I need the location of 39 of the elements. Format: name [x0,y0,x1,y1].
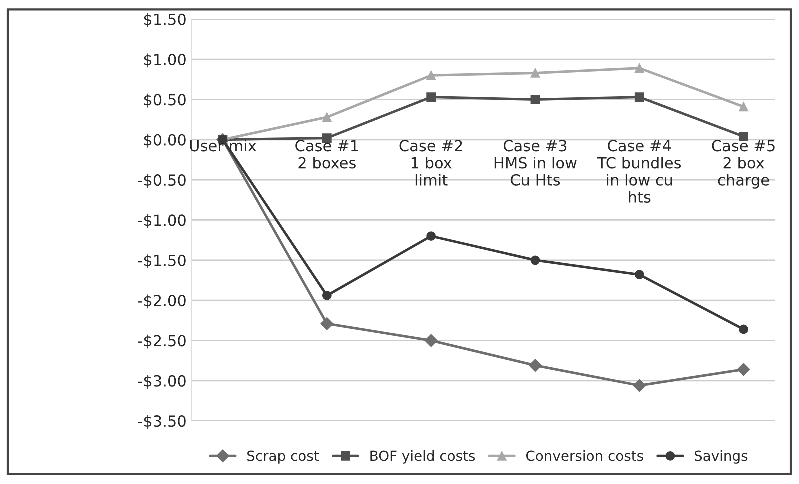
point [529,359,542,372]
y-tick-label: $0.50 [144,94,186,108]
point [426,232,436,241]
x-tick-label: Case #5 2 box charge [712,140,775,189]
point [633,379,646,392]
legend-label: BOF yield costs [370,450,476,464]
point [530,95,540,104]
y-tick-label: -$0.50 [138,174,186,188]
point [426,70,436,80]
y-tick-label: $1.50 [144,14,186,28]
x-tick-label: Case #4 TC bundles in low cu hts [597,140,682,204]
point [739,102,748,112]
legend-label: Savings [694,450,748,464]
point [739,324,748,334]
y-tick-label: -$2.00 [138,294,186,309]
legend-label: Conversion costs [526,450,644,462]
point [737,363,750,376]
y-tick-label: -$1.50 [138,254,186,268]
point [426,92,436,102]
y-tick-label: $0.00 [144,134,186,148]
x-tick-label: Case #1 2 boxes [296,140,358,169]
point [634,92,644,102]
legend-label: Scrap cost [248,450,319,464]
point [530,256,540,266]
y-tick-label: -$3.00 [138,375,186,389]
y-tick-label: -$2.50 [138,334,186,349]
y-tick-label: -$1.00 [138,214,186,228]
point [634,270,644,280]
x-tick-label: User mix [190,140,256,152]
x-tick-label: Case #2 1 box limit [400,140,462,186]
point [530,68,540,78]
y-tick-label: -$3.50 [138,415,186,430]
y-tick-label: $1.00 [144,54,186,68]
point [320,317,334,330]
point [424,334,438,348]
point [322,112,332,122]
x-tick-label: Case #3 HMS in low Cu Hts [494,140,577,186]
point [634,64,644,74]
point [322,291,332,300]
